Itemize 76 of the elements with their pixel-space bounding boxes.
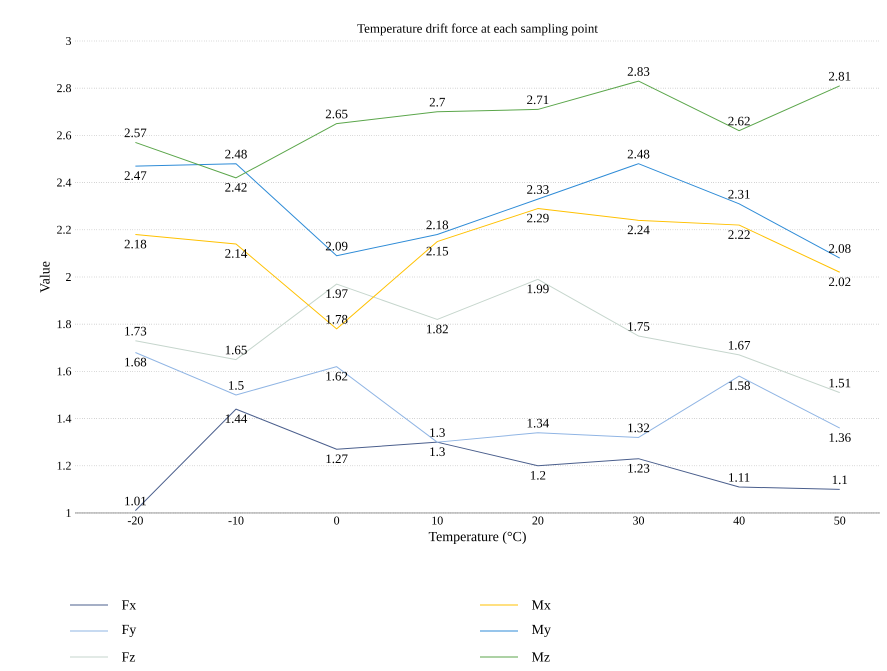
data-label: 1.62	[326, 372, 348, 381]
y-tick-label: 1.4	[58, 414, 72, 423]
legend-label: My	[532, 624, 551, 638]
y-tick-label: 1.8	[58, 320, 72, 328]
data-label: 2.31	[728, 190, 750, 199]
y-axis-title: Value	[40, 262, 50, 293]
data-label: 2.83	[628, 67, 650, 76]
data-label: 1.44	[226, 414, 248, 424]
data-label: 1.01	[125, 496, 146, 506]
x-tick-label: 50	[834, 516, 846, 525]
data-label: 1.36	[830, 433, 851, 442]
data-label: 2.81	[828, 72, 850, 81]
data-label: 2.48	[225, 150, 247, 159]
data-label: 2.33	[527, 185, 549, 194]
y-tick-label: 2.4	[57, 178, 72, 187]
data-label: 2.47	[124, 171, 146, 180]
chart-title: Temperature drift force at each sampling point	[357, 24, 598, 36]
y-tick-label: 2	[66, 273, 71, 281]
data-label: 2.02	[828, 277, 850, 286]
x-axis-title: Temperature (°C)	[428, 531, 526, 544]
data-label: 2.18	[426, 220, 448, 230]
x-tick-label: -10	[228, 516, 244, 525]
data-label: 1.11	[729, 473, 750, 482]
y-tick-label: 3	[66, 36, 72, 45]
data-label: 2.71	[527, 95, 548, 104]
data-label: 2.22	[728, 230, 750, 240]
x-tick-label: -20	[128, 516, 143, 525]
y-tick-label: 1	[66, 509, 71, 517]
data-label: 2.7	[430, 98, 445, 107]
y-tick-label: 1.2	[58, 462, 71, 470]
data-label: 1.67	[728, 340, 750, 350]
data-label: 1.97	[326, 289, 348, 298]
y-tick-label: 1.6	[58, 367, 72, 376]
data-label: 1.75	[628, 322, 650, 331]
legend-label: Fy	[122, 624, 136, 638]
data-label: 2.42	[225, 183, 247, 192]
data-label: 1.5	[229, 381, 244, 390]
data-label: 1.78	[326, 314, 348, 324]
data-label: 2.15	[426, 246, 448, 256]
data-label: 2.65	[326, 110, 348, 118]
data-label: 2.48	[628, 150, 650, 159]
y-tick-label: 2.2	[57, 226, 71, 234]
data-label: 1.68	[125, 358, 146, 366]
data-label: 1.51	[830, 378, 850, 388]
x-tick-label: 40	[733, 516, 745, 525]
data-label: 1.73	[125, 326, 146, 336]
data-label: 2.24	[628, 226, 650, 234]
data-label: 1.3	[430, 428, 445, 438]
data-label: 2.18	[124, 240, 146, 248]
data-label: 1.23	[628, 464, 650, 473]
data-label: 1.3	[430, 447, 445, 456]
legend-label: Fx	[122, 600, 136, 610]
x-tick-label: 10	[432, 516, 443, 525]
legend-label: Mx	[532, 600, 551, 610]
data-label: 1.58	[728, 381, 750, 390]
data-label: 1.34	[528, 418, 550, 428]
y-tick-label: 2.8	[57, 84, 72, 92]
data-label: 2.08	[828, 244, 851, 253]
x-tick-label: 0	[334, 516, 340, 525]
data-label: 1.27	[326, 454, 348, 464]
x-tick-label: 30	[633, 516, 644, 525]
data-label: 2.57	[124, 128, 146, 138]
data-label: 2.14	[225, 249, 248, 258]
data-label: 1.1	[832, 475, 848, 484]
y-tick-label: 2.6	[57, 131, 72, 140]
data-label: 1.2	[530, 470, 546, 480]
data-label: 1.99	[528, 284, 549, 294]
data-label: 1.82	[427, 324, 448, 334]
legend-label: Mz	[532, 652, 550, 662]
data-label: 1.65	[226, 346, 247, 354]
data-label: 2.29	[527, 214, 549, 222]
data-label: 2.09	[326, 242, 348, 251]
data-label: 2.62	[728, 116, 750, 126]
data-label: 1.32	[628, 424, 650, 432]
legend-label: Fz	[122, 652, 136, 662]
x-tick-label: 20	[532, 516, 544, 525]
